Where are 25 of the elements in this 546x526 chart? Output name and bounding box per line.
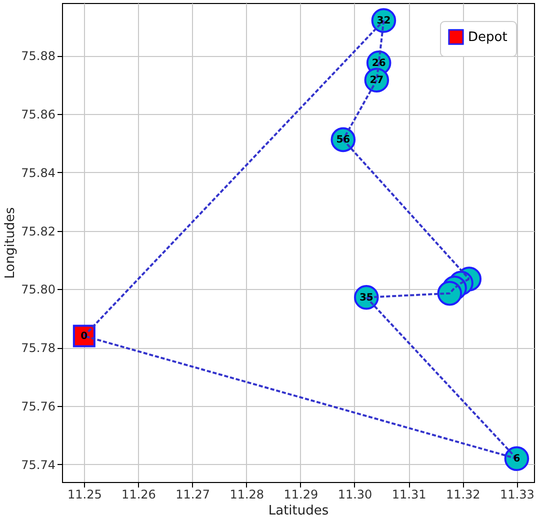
y-tick-label: 75.78 [21, 341, 56, 356]
x-tick-label: 11.28 [230, 488, 264, 502]
x-tick-label: 11.30 [338, 488, 372, 502]
y-tick-label: 75.82 [21, 224, 56, 238]
annotation: 35 [359, 292, 374, 304]
y-tick-label: 75.86 [21, 107, 56, 122]
legend-label: Depot [468, 30, 508, 45]
x-tick-label: 11.27 [176, 488, 210, 502]
y-tick-label: 75.84 [21, 166, 56, 180]
x-tick-label: 11.33 [500, 488, 534, 502]
x-tick-label: 11.31 [392, 488, 426, 502]
annotation: 32 [376, 16, 391, 27]
annotation: 27 [370, 75, 384, 86]
y-tick-label: 75.88 [21, 49, 56, 64]
annotation: 26 [372, 58, 386, 69]
y-tick-label: 75.80 [21, 282, 56, 297]
y-tick-label: 75.74 [21, 458, 56, 472]
y-tick-label: 75.76 [21, 400, 56, 414]
x-tick-label: 11.29 [284, 488, 318, 502]
annotation: 6 [513, 454, 520, 465]
y-axis-title: Longitudes [3, 207, 18, 279]
x-axis-title: Latitudes [268, 504, 329, 518]
x-tick-label: 11.26 [122, 488, 156, 502]
x-tick-label: 11.32 [446, 488, 480, 502]
x-tick-label: 11.25 [67, 488, 102, 502]
